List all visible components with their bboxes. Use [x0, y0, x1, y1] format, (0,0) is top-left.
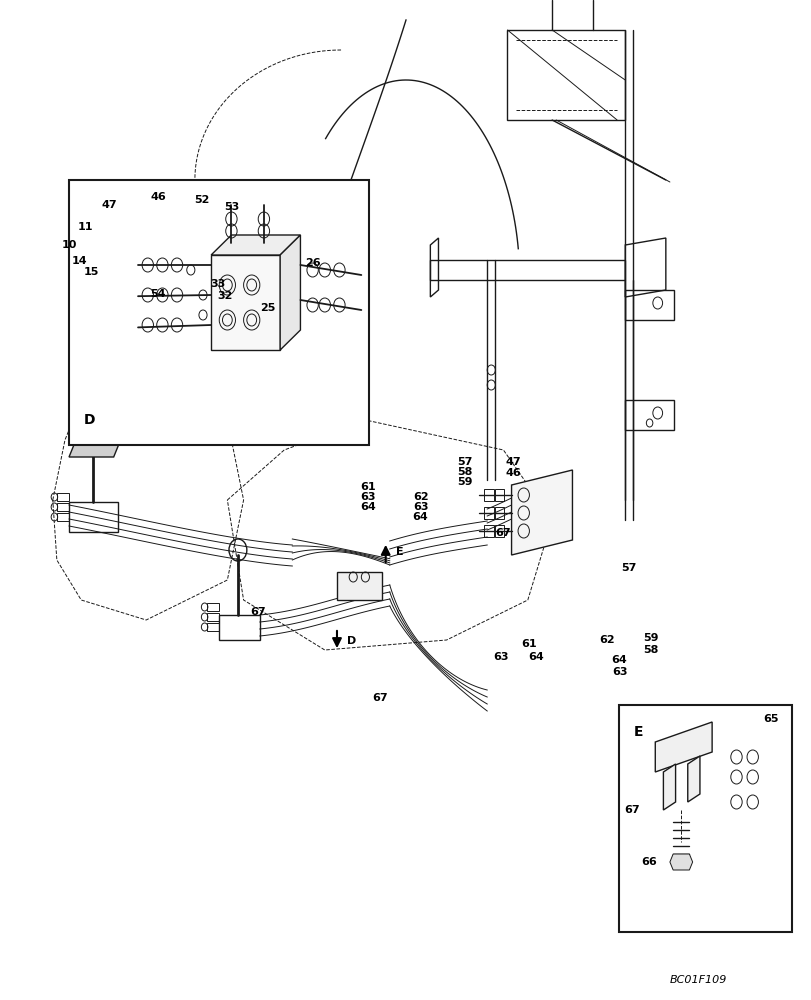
Text: 67: 67	[495, 528, 511, 538]
Text: 47: 47	[101, 200, 118, 210]
Text: 63: 63	[412, 502, 428, 512]
Text: 52: 52	[194, 195, 208, 205]
Text: 57: 57	[621, 563, 636, 573]
Text: 25: 25	[260, 303, 275, 313]
Text: D: D	[346, 636, 355, 646]
Text: 26: 26	[304, 258, 320, 268]
Text: 66: 66	[641, 857, 657, 867]
Text: 32: 32	[217, 291, 232, 301]
Text: 65: 65	[762, 714, 779, 724]
Polygon shape	[687, 756, 699, 802]
Text: 63: 63	[359, 492, 375, 502]
Text: BC01F109: BC01F109	[669, 975, 726, 985]
Text: 10: 10	[62, 240, 76, 250]
Polygon shape	[337, 572, 381, 600]
Text: 61: 61	[359, 482, 375, 492]
Text: 46: 46	[504, 468, 521, 478]
Text: 33: 33	[210, 279, 225, 289]
Polygon shape	[663, 764, 675, 810]
Text: E: E	[396, 547, 403, 557]
Text: 15: 15	[84, 267, 98, 277]
Text: 53: 53	[224, 202, 238, 212]
Text: 58: 58	[643, 645, 658, 655]
Text: 59: 59	[642, 633, 659, 643]
Text: 59: 59	[457, 477, 473, 487]
Text: 58: 58	[457, 467, 472, 477]
Text: 14: 14	[71, 256, 88, 266]
Text: 67: 67	[623, 805, 639, 815]
Text: E: E	[633, 725, 642, 739]
Polygon shape	[211, 255, 280, 350]
Text: 64: 64	[412, 512, 428, 522]
Polygon shape	[69, 437, 122, 457]
Text: 63: 63	[492, 652, 508, 662]
Text: 47: 47	[504, 457, 521, 467]
Text: 62: 62	[599, 635, 615, 645]
Text: 67: 67	[250, 607, 266, 617]
Text: 11: 11	[77, 222, 93, 232]
Polygon shape	[618, 705, 791, 932]
Text: 64: 64	[527, 652, 543, 662]
Text: 54: 54	[150, 289, 166, 299]
Text: 63: 63	[611, 667, 627, 677]
Text: 57: 57	[457, 457, 472, 467]
Polygon shape	[511, 470, 572, 555]
Text: 64: 64	[611, 655, 627, 665]
Text: 46: 46	[150, 192, 166, 202]
Polygon shape	[211, 235, 300, 255]
Polygon shape	[669, 854, 692, 870]
Text: D: D	[84, 413, 95, 427]
Polygon shape	[69, 180, 369, 445]
Text: 61: 61	[521, 639, 537, 649]
Text: 62: 62	[412, 492, 428, 502]
Polygon shape	[280, 235, 300, 350]
Text: 64: 64	[359, 502, 375, 512]
Text: 67: 67	[371, 693, 388, 703]
Polygon shape	[654, 722, 711, 772]
